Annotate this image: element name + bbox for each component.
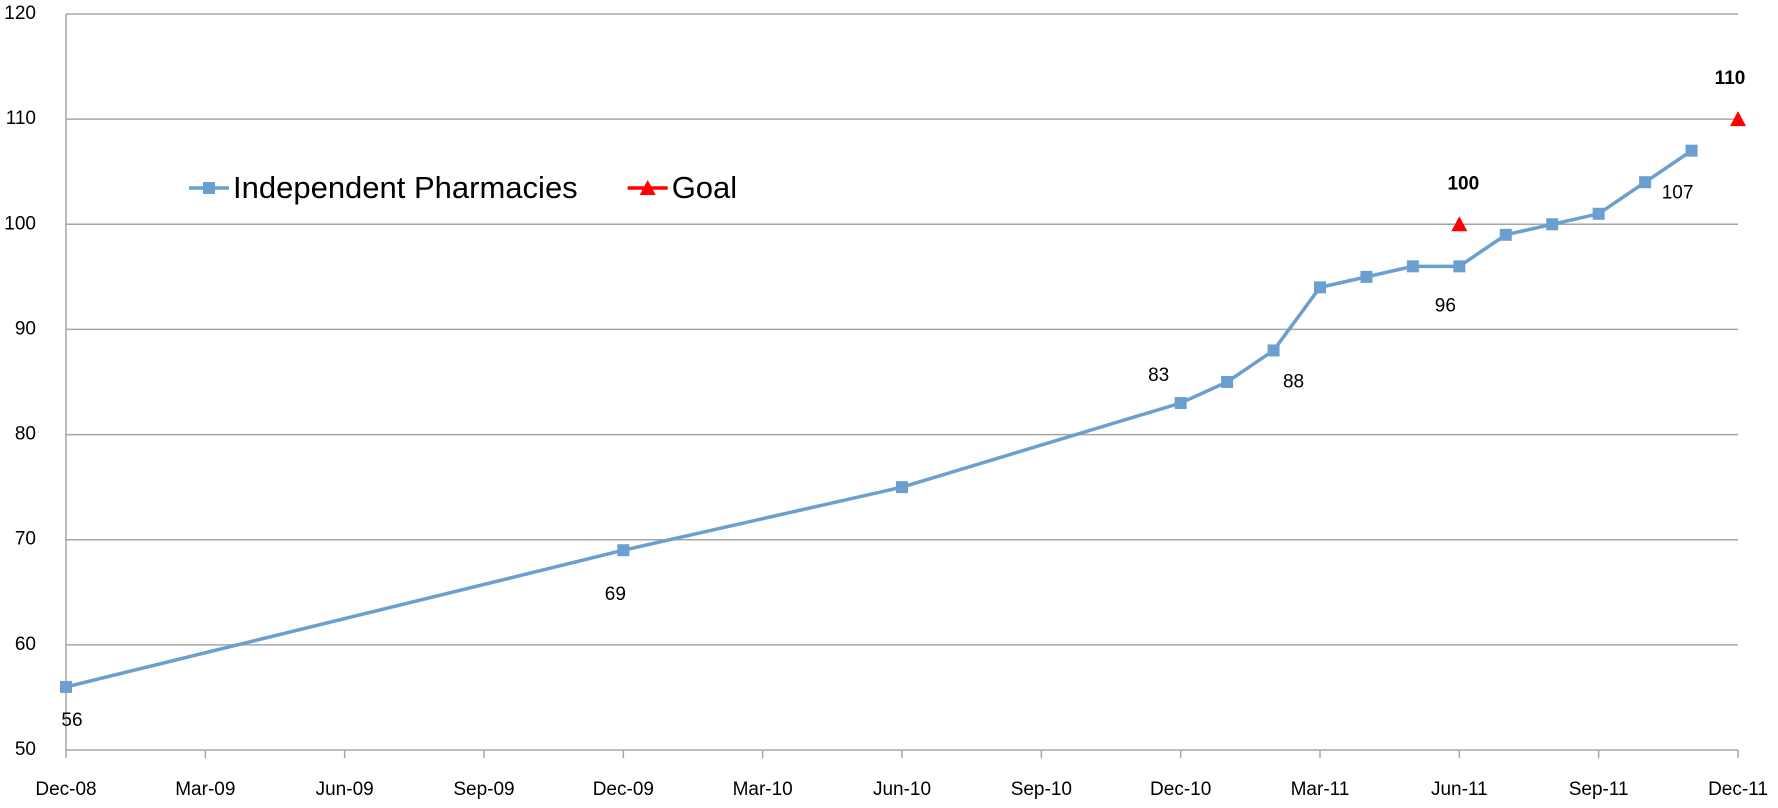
y-tick-label: 50: [15, 739, 36, 760]
x-tick-label: Dec-11: [1708, 779, 1768, 800]
y-tick-label: 100: [4, 213, 36, 234]
x-tick-label: Mar-10: [733, 779, 793, 800]
x-tick-label: Sep-09: [453, 779, 514, 800]
x-tick-label: Sep-10: [1011, 779, 1072, 800]
y-tick-label: 70: [15, 529, 36, 550]
y-tick-label: 110: [6, 108, 36, 129]
point-marker: [1453, 260, 1466, 273]
legend-label: Goal: [672, 170, 737, 205]
y-tick-label: 60: [15, 634, 36, 655]
point-marker: [1546, 218, 1559, 231]
x-tick-label: Mar-11: [1291, 779, 1350, 800]
x-tick-label: Jun-10: [873, 779, 931, 800]
point-marker: [1360, 270, 1373, 283]
point-marker: [1639, 176, 1652, 189]
point-marker: [1174, 397, 1187, 410]
data-label: 96: [1435, 295, 1456, 316]
x-tick-label: Dec-10: [1150, 779, 1211, 800]
x-tick-label: Sep-11: [1569, 779, 1629, 800]
point-marker: [1406, 260, 1419, 273]
data-label: 107: [1662, 183, 1694, 204]
point-marker: [60, 680, 72, 693]
legend-label: Independent Pharmacies: [233, 170, 578, 205]
legend-marker: [203, 182, 215, 194]
data-label: 88: [1283, 371, 1304, 392]
point-marker: [617, 544, 630, 557]
x-tick-label: Jun-09: [316, 779, 374, 800]
x-tick-label: Dec-09: [593, 779, 654, 800]
point-marker: [896, 481, 908, 494]
series-line: [65, 149, 1693, 689]
data-label: 56: [61, 710, 82, 731]
point-marker: [1267, 344, 1280, 357]
x-tick-label: Jun-11: [1431, 779, 1488, 800]
x-tick-label: Dec-08: [35, 779, 96, 800]
y-tick-label: 120: [4, 3, 36, 24]
point-marker: [1592, 207, 1605, 220]
data-label: 110: [1715, 68, 1746, 89]
legend-marker: [639, 180, 656, 195]
point-marker: [1314, 281, 1326, 294]
goal-marker: [1451, 216, 1468, 232]
data-label: 100: [1447, 173, 1479, 194]
y-tick-label: 80: [15, 424, 36, 445]
data-label: 83: [1148, 365, 1169, 386]
point-marker: [1221, 376, 1234, 388]
y-tick-label: 90: [15, 318, 36, 339]
point-marker: [1499, 228, 1512, 241]
data-label: 69: [605, 584, 626, 605]
goal-marker: [1730, 111, 1746, 127]
point-marker: [1685, 144, 1698, 157]
x-tick-label: Mar-09: [175, 779, 235, 800]
